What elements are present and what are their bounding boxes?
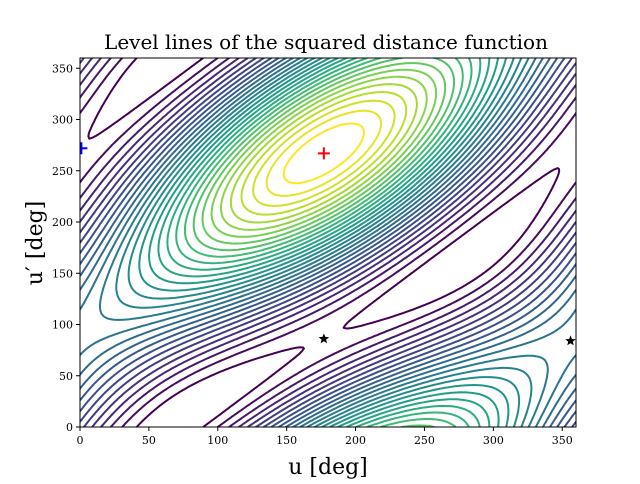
contour-lines <box>80 58 576 427</box>
contour-level-line <box>80 58 576 427</box>
contour-level-line <box>127 58 521 427</box>
contour-level-line <box>240 91 408 216</box>
plot-frame <box>79 57 577 428</box>
star-marker <box>565 335 576 346</box>
contour-level-line <box>265 109 383 197</box>
contour-level-line <box>148 58 500 427</box>
contour-level-line <box>80 58 576 427</box>
contour-level-line <box>210 68 438 238</box>
x-tick-label: 350 <box>552 434 573 447</box>
plus-marker <box>317 147 330 160</box>
y-tick-label: 200 <box>52 216 73 229</box>
chart-title: Level lines of the squared distance func… <box>104 30 548 54</box>
y-tick-label: 0 <box>66 421 73 434</box>
x-axis-ticks: 0 50 100 150 200 250 300 350 <box>77 427 573 447</box>
contour-level-line <box>80 58 576 427</box>
contour-level-line <box>220 75 428 231</box>
x-tick-label: 200 <box>345 434 366 447</box>
plus-marker <box>80 142 88 155</box>
contour-level-line <box>80 58 576 427</box>
star-marker <box>318 333 330 344</box>
y-tick-label: 250 <box>52 165 73 178</box>
contour-level-line <box>252 99 396 207</box>
y-tick-label: 50 <box>59 370 73 383</box>
x-tick-label: 250 <box>414 434 435 447</box>
x-tick-label: 0 <box>77 434 84 447</box>
x-tick-label: 50 <box>142 434 156 447</box>
y-axis-label: u′ [deg] <box>23 201 48 286</box>
y-tick-label: 100 <box>52 319 73 332</box>
y-tick-label: 150 <box>52 267 73 280</box>
contour-level-line <box>87 58 561 427</box>
x-axis-label: u [deg] <box>288 455 368 480</box>
x-tick-label: 100 <box>207 434 228 447</box>
y-tick-label: 300 <box>52 114 73 127</box>
contour-level-line <box>201 62 447 245</box>
contour-level-line <box>80 58 576 427</box>
x-tick-label: 300 <box>483 434 504 447</box>
contour-level-line <box>166 58 482 427</box>
y-tick-label: 350 <box>52 62 73 75</box>
contour-level-line <box>80 58 576 427</box>
contour-level-line <box>157 58 491 427</box>
x-tick-label: 150 <box>276 434 297 447</box>
contour-level-line <box>229 83 418 224</box>
contour-level-line <box>99 58 549 427</box>
y-axis-ticks: 0 50 100 150 200 250 300 350 <box>52 62 80 434</box>
markers <box>80 142 576 346</box>
contour-level-line <box>282 122 365 185</box>
